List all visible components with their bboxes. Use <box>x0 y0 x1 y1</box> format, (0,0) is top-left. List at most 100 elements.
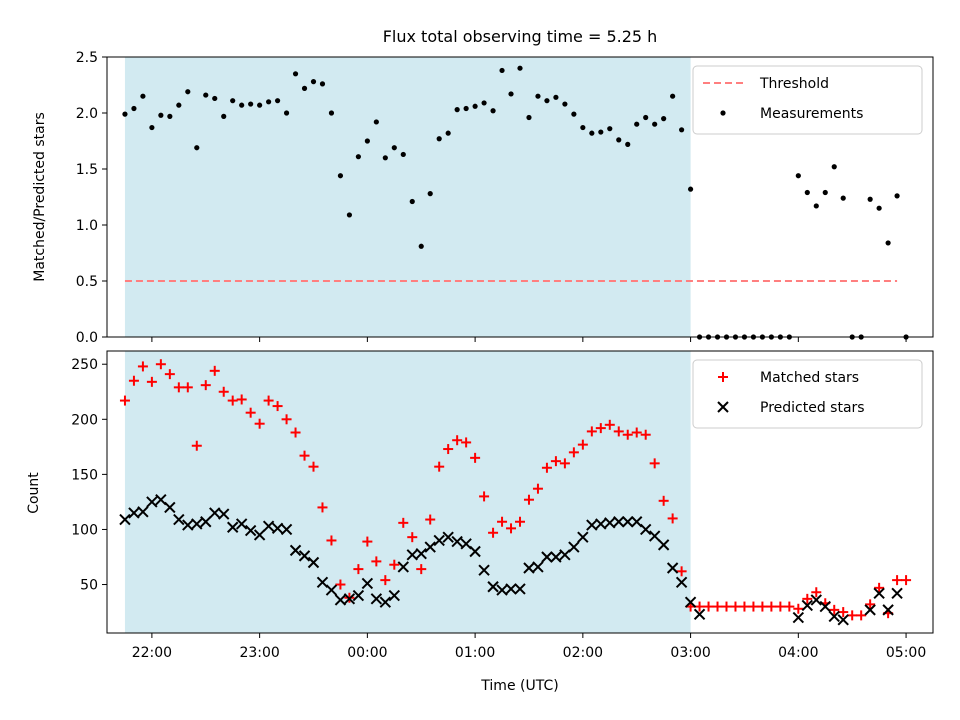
predicted-star-point-b <box>379 596 392 608</box>
matched-star-point <box>766 601 777 612</box>
matched-star-point <box>137 361 148 372</box>
matched-star-point <box>838 607 849 618</box>
predicted-star-point-b <box>514 583 526 595</box>
predicted-star-point <box>218 508 230 520</box>
measurement-point <box>400 151 406 158</box>
matched-star-point <box>434 461 445 472</box>
matched-star-point <box>218 386 229 397</box>
predicted-star-point-b <box>128 507 140 519</box>
predicted-star-point-b <box>550 551 562 563</box>
matched-star-point <box>793 603 804 614</box>
matched-star-point <box>200 380 211 391</box>
matched-star-point <box>658 495 669 506</box>
matched-star-point <box>209 365 220 376</box>
measurement-point <box>867 196 873 202</box>
predicted-star-point <box>397 561 409 573</box>
predicted-star-point-b <box>280 523 293 536</box>
predicted-star-point <box>262 520 275 532</box>
measurement-point <box>679 127 685 133</box>
matched-star-point <box>425 514 436 525</box>
measurement-point <box>239 102 245 108</box>
measurement-point <box>203 92 209 98</box>
measurement-point <box>167 113 173 119</box>
predicted-star-point <box>164 501 176 514</box>
matched-star-point <box>389 559 400 570</box>
predicted-star-point-b <box>370 593 383 605</box>
matched-star-point <box>847 610 858 621</box>
matched-star-point <box>721 601 732 612</box>
matched-star-point <box>892 575 903 586</box>
predicted-star-point <box>505 583 517 595</box>
matched-star-point <box>631 427 642 438</box>
matched-star-point <box>802 593 813 604</box>
measurement-point <box>795 173 801 179</box>
predicted-star-point-b <box>316 576 329 589</box>
predicted-star-point <box>631 516 643 528</box>
predicted-star-point-b <box>119 513 131 526</box>
top-y-tick-label: 1.0 <box>76 218 98 234</box>
predicted-star-point <box>289 544 302 557</box>
predicted-star-point <box>648 530 661 542</box>
measurement-point <box>598 129 604 135</box>
predicted-star-point-b <box>631 516 643 528</box>
predicted-star-point-b <box>271 522 284 535</box>
predicted-star-point-b <box>810 594 822 606</box>
measurement-point <box>212 95 218 102</box>
x-tick-label: 23:00 <box>239 645 279 661</box>
measurement-point <box>553 94 559 100</box>
matched-star-point <box>146 376 157 387</box>
matched-star-point <box>443 444 454 455</box>
matched-star-point <box>865 599 876 610</box>
predicted-star-point-b <box>882 604 894 616</box>
predicted-star-point-b <box>397 561 409 573</box>
measurement-point <box>589 130 595 136</box>
predicted-star-point <box>433 534 445 547</box>
measurement-point <box>140 93 146 99</box>
measurement-point <box>176 102 182 108</box>
matched-star-point <box>227 395 238 406</box>
predicted-star-point <box>325 584 338 596</box>
matched-star-point <box>613 426 624 437</box>
top-legend-label: Threshold <box>759 76 829 92</box>
measurement-point <box>472 103 478 109</box>
predicted-star-point <box>595 518 607 530</box>
predicted-star-point-b <box>415 547 427 560</box>
predicted-star-point-b <box>684 596 697 608</box>
measurement-point <box>831 164 837 170</box>
top-y-tick-label: 2.0 <box>76 106 98 122</box>
measurement-point <box>230 98 236 104</box>
predicted-star-point-b <box>622 516 634 528</box>
predicted-star-point-b <box>864 604 876 616</box>
measurement-point <box>885 240 891 246</box>
measurement-point <box>687 186 694 192</box>
x-tick-label: 22:00 <box>132 645 172 661</box>
matched-star-point <box>559 458 570 469</box>
matched-star-point <box>515 516 525 527</box>
bottom-shaded-span <box>124 351 691 633</box>
matched-star-point <box>398 517 409 528</box>
predicted-star-point <box>882 604 894 616</box>
bottom-legend-label: Matched stars <box>760 370 859 386</box>
matched-star-point <box>281 414 292 425</box>
bottom-y-tick-label: 150 <box>71 467 98 483</box>
matched-star-point <box>290 427 301 438</box>
predicted-star-point <box>298 550 311 562</box>
predicted-star-point <box>622 516 634 528</box>
predicted-star-point <box>226 521 239 533</box>
top-axes-frame <box>106 56 934 338</box>
predicted-star-point-b <box>352 589 365 602</box>
predicted-star-point-b <box>218 508 230 520</box>
measurement-point <box>840 195 846 201</box>
measurement-point <box>310 79 317 85</box>
predicted-star-point-b <box>307 556 320 569</box>
predicted-star-point-b <box>828 610 840 623</box>
predicted-star-point-b <box>235 518 248 530</box>
measurement-point <box>499 67 505 74</box>
measurement-point <box>283 110 290 116</box>
predicted-star-point-b <box>155 494 167 506</box>
predicted-star-point <box>684 596 697 608</box>
matched-star-point <box>856 610 867 621</box>
measurement-point <box>427 191 433 197</box>
predicted-star-point <box>173 513 185 526</box>
